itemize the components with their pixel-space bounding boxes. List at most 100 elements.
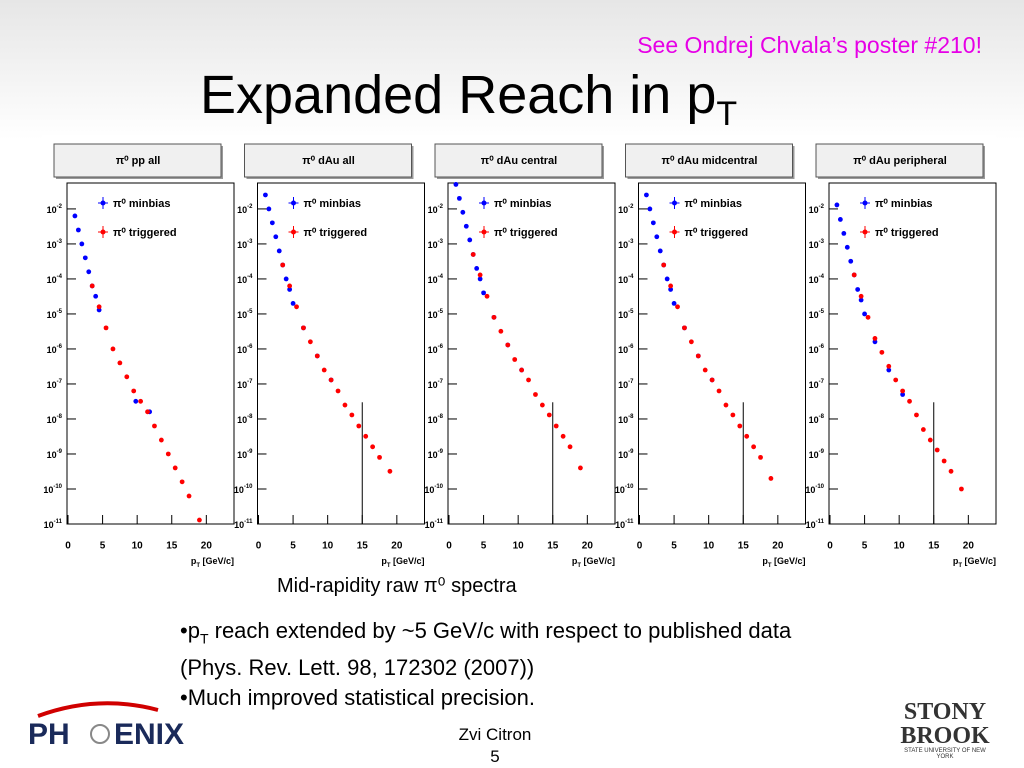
x-tick-label: 0 [256,541,262,552]
y-tick-base: 10 [615,520,625,530]
x-tick-label: 20 [201,541,213,552]
y-tick-base: 10 [618,380,628,390]
y-tick-base: 10 [237,450,247,460]
legend-label: π⁰ triggered [304,227,368,239]
y-tick-label: 10-5 [428,309,444,321]
y-tick-base: 10 [234,520,244,530]
y-tick-exponent: -2 [247,203,253,209]
y-tick-label: 10-2 [428,203,444,215]
title-box [815,143,984,178]
y-tick-label: 10-9 [428,449,444,461]
data-point [301,325,306,331]
data-point [858,297,864,303]
data-point [934,447,940,453]
y-tick-base: 10 [809,205,819,215]
page-number: 5 [490,747,500,766]
data-point [133,398,139,404]
y-tick-exponent: -5 [628,309,634,315]
y-tick-label: 10-5 [47,309,63,321]
y-tick-exponent: -4 [247,274,253,280]
data-point [886,363,892,369]
footer: Zvi Citron 5 [440,724,550,768]
y-tick-exponent: -3 [57,239,63,245]
data-point [273,234,279,240]
data-point [280,262,286,268]
y-tick-label: 10-9 [237,449,253,461]
y-tick-base: 10 [805,485,815,495]
y-tick-exponent: -11 [435,519,444,525]
data-point [460,209,466,215]
data-point [75,227,81,233]
y-tick-base: 10 [809,415,819,425]
data-point [103,325,109,331]
y-tick-label: 10-4 [618,274,634,286]
y-tick-label: 10-8 [237,414,253,426]
y-tick-label: 10-3 [428,239,444,251]
y-tick-base: 10 [428,380,438,390]
y-tick-base: 10 [618,275,628,285]
stony-brook-logo: STONY BROOK STATE UNIVERSITY OF NEW YORK [895,700,995,760]
data-point [263,192,268,198]
data-point [266,206,272,212]
y-tick-exponent: -8 [819,414,825,420]
y-tick-label: 10-11 [234,519,253,531]
logo-text: ENIX [114,718,185,751]
data-point [920,427,926,432]
bullet-text: reach extended by ~5 GeV/c with respect … [180,618,792,681]
bullet-text: •Much improved statistical precision. [180,685,535,711]
legend-marker [672,200,677,206]
data-point [96,304,102,310]
data-point [702,367,708,373]
x-tick-label: 15 [547,541,559,552]
x-tick-label: 0 [827,541,833,552]
x-label-rest: [GeV/c] [200,556,234,566]
data-point [751,444,757,450]
y-tick-exponent: -2 [57,203,63,209]
data-point [893,377,899,383]
data-point [145,409,150,415]
caption: Mid-rapidity raw π⁰ spectra [277,575,517,597]
data-point [377,454,382,460]
x-label-rest: [GeV/c] [962,556,996,566]
legend-label: π⁰ triggered [875,227,939,239]
y-tick-exponent: -2 [438,203,444,209]
y-tick-exponent: -5 [57,309,63,315]
legend-marker [291,229,296,235]
data-point [470,252,476,257]
y-tick-label: 10-3 [237,239,253,251]
data-point [737,423,743,429]
data-point [841,230,847,236]
data-point [477,272,483,278]
y-tick-exponent: -3 [247,239,253,245]
y-tick-label: 10-7 [809,379,825,391]
y-tick-base: 10 [237,275,247,285]
y-tick-base: 10 [618,240,628,250]
data-point [328,377,334,383]
x-tick-label: 15 [738,541,750,552]
plot-frame [447,182,616,525]
data-point [872,339,878,345]
data-point [481,290,486,296]
data-point [124,374,130,380]
y-tick-exponent: -10 [244,484,253,490]
data-point [287,287,293,292]
y-tick-label: 10-8 [47,414,63,426]
legend-marker [672,229,677,235]
data-point [644,192,649,198]
data-point [872,336,878,341]
data-point [848,258,854,264]
data-point [533,392,538,397]
data-point [290,301,296,306]
poster-note: See Ondrej Chvala’s poster #210! [637,32,982,58]
y-tick-exponent: -7 [57,379,63,385]
data-point [650,220,656,226]
chart-title: π⁰ dAu peripheral [853,155,947,167]
logo-text: PH [28,718,70,751]
y-tick-label: 10-6 [618,344,634,356]
legend-marker [862,200,868,206]
x-label-sub: T [768,563,772,569]
data-point [900,388,906,394]
data-point [505,342,511,348]
y-tick-label: 10-2 [47,203,63,215]
